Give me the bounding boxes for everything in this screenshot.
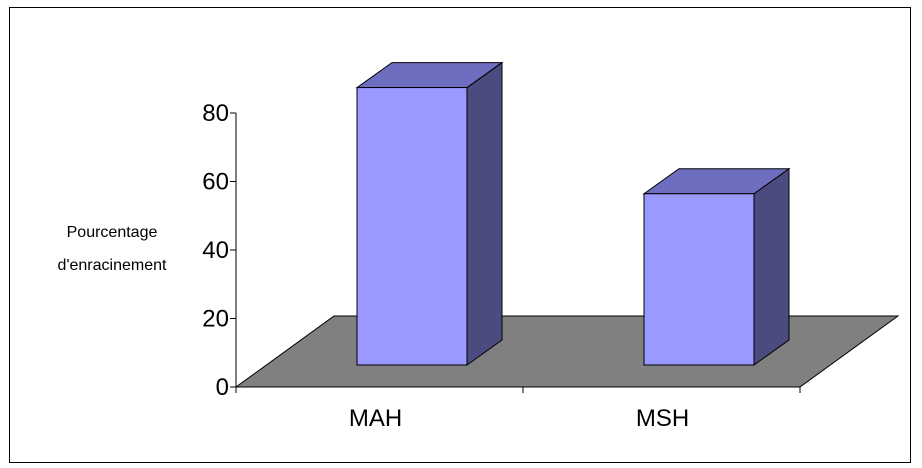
bar-layer [355, 61, 791, 366]
x-category-label: MSH [636, 405, 689, 432]
x-category-label: MAH [349, 405, 402, 432]
bar-side-face [753, 167, 790, 366]
y-tick-label: 60 [202, 169, 229, 196]
chart-floor-layer [234, 315, 900, 388]
value-axis: 0 20 40 60 80 [202, 100, 801, 401]
y-tick-label: 40 [202, 237, 229, 264]
bar-mah [355, 61, 504, 366]
bar-front-face [356, 87, 468, 366]
label-layer: MAH MSH [349, 405, 689, 432]
y-axis-title-line-2: d'enracinement [58, 257, 167, 274]
bar-front-face [643, 193, 755, 366]
y-tick-label: 20 [202, 306, 229, 333]
y-tick-label: 80 [202, 100, 229, 127]
y-axis-title-line-1: Pourcentage [67, 224, 158, 241]
bar-msh [642, 167, 791, 366]
chart-floor [234, 315, 900, 388]
y-tick-label: 0 [216, 374, 229, 401]
bar-side-face [466, 61, 503, 366]
